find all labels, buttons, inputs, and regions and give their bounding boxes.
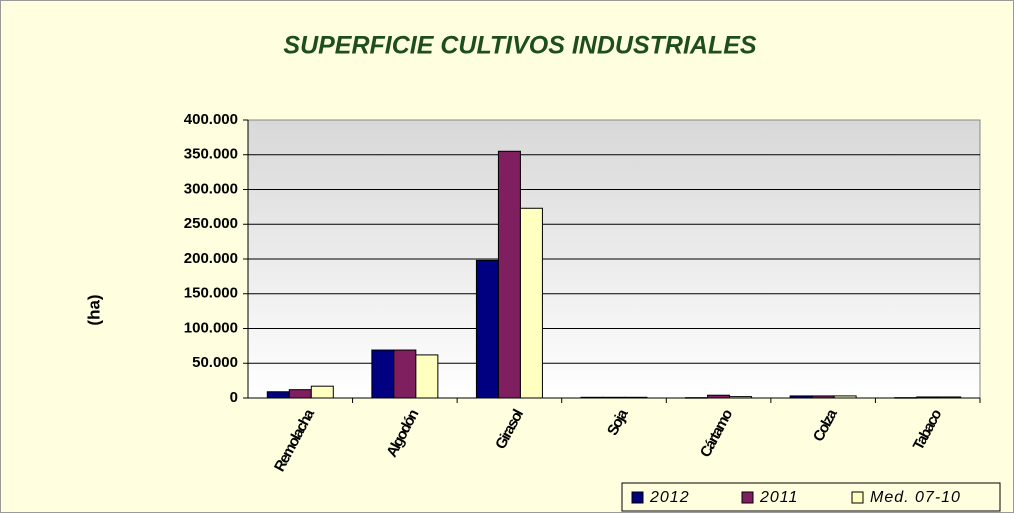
y-tick-label: 250.000 — [184, 215, 238, 232]
y-tick-label: 50.000 — [192, 354, 238, 371]
legend-label: Med. 07-10 — [870, 489, 961, 506]
y-tick-label: 350.000 — [184, 146, 238, 163]
y-tick-label: 200.000 — [184, 250, 238, 267]
y-axis-label: (ha) — [84, 294, 103, 325]
bar — [685, 397, 709, 399]
legend-label: 2011 — [759, 489, 798, 506]
legend-label: 2012 — [649, 489, 690, 506]
bar — [789, 395, 813, 399]
bar — [393, 349, 417, 399]
bar — [580, 396, 604, 399]
bar — [624, 396, 648, 399]
bar — [288, 389, 312, 399]
legend-swatch — [741, 491, 754, 504]
y-tick-label: 100.000 — [184, 319, 238, 336]
bar — [916, 396, 940, 399]
bar — [519, 207, 543, 399]
chart-title: SUPERFICIE CULTIVOS INDUSTRIALES — [283, 32, 757, 60]
bar — [707, 394, 731, 399]
bar — [475, 259, 499, 399]
y-tick-label: 150.000 — [184, 285, 238, 302]
bar — [266, 391, 290, 399]
y-tick-label: 400.000 — [184, 111, 238, 128]
legend-swatch — [851, 491, 864, 504]
bar — [602, 396, 626, 399]
bar — [415, 354, 439, 399]
legend-box — [621, 482, 1001, 512]
y-tick-label: 0 — [230, 389, 238, 406]
legend-swatch — [631, 491, 644, 504]
bar — [833, 395, 857, 399]
bar — [310, 385, 334, 399]
bar — [811, 395, 835, 399]
bar — [497, 150, 521, 399]
bar — [729, 396, 753, 399]
bar — [894, 397, 918, 399]
bar — [371, 349, 395, 399]
bar — [938, 396, 962, 399]
y-tick-label: 300.000 — [184, 180, 238, 197]
